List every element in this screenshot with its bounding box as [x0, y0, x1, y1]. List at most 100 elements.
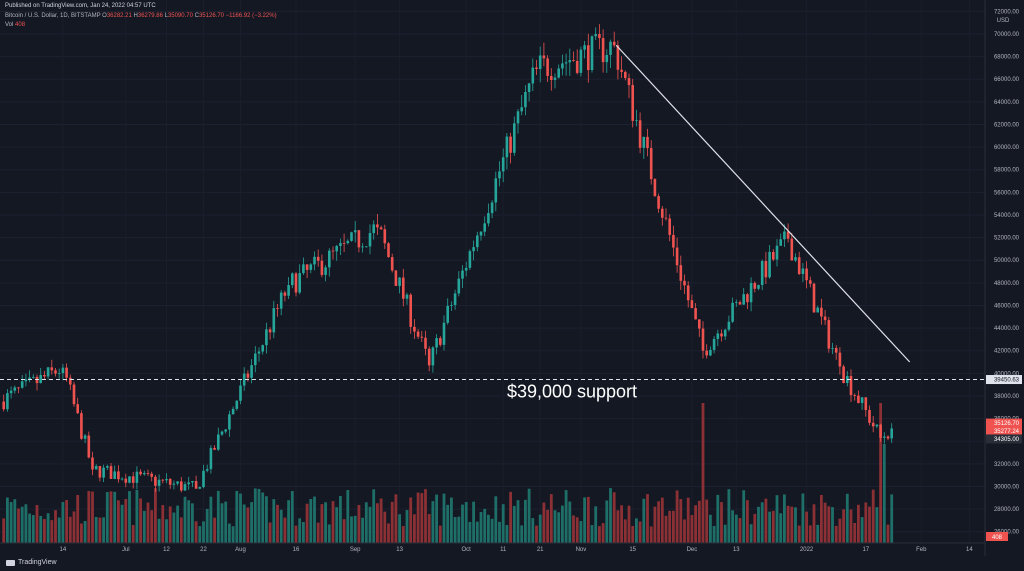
- candle-body: [372, 224, 375, 234]
- volume-bar: [583, 497, 586, 543]
- candle-body: [309, 264, 313, 270]
- candle-body: [150, 473, 153, 477]
- candle-body: [616, 45, 620, 70]
- volume-bar: [472, 501, 475, 543]
- candle-body: [768, 251, 771, 278]
- candle-body: [6, 393, 9, 410]
- symbol-name[interactable]: Bitcoin / U.S. Dollar, 1D, BITSTAMP: [5, 13, 101, 19]
- volume-bar: [139, 498, 142, 543]
- volume-bar: [638, 521, 642, 543]
- candle-body: [361, 246, 364, 248]
- volume-bar: [738, 518, 742, 543]
- volume-bar: [43, 519, 46, 543]
- y-tick-label: 28000.00: [994, 507, 1020, 513]
- volume-bar: [805, 511, 808, 543]
- candle-body: [32, 376, 35, 378]
- candle-body: [91, 457, 94, 470]
- candle-body: [686, 285, 690, 301]
- volume-bar: [742, 490, 746, 543]
- y-tick-label: 66000.00: [994, 77, 1020, 83]
- candle-body: [172, 483, 176, 485]
- volume-bar: [57, 517, 61, 543]
- volume-bar: [46, 513, 50, 543]
- volume-bar: [324, 502, 327, 543]
- volume-bar: [775, 495, 779, 543]
- candle-body: [279, 292, 283, 309]
- candle-body: [501, 157, 505, 172]
- volume-bar: [868, 506, 871, 543]
- x-tick-label: 13: [396, 547, 403, 553]
- volume-bar: [561, 505, 564, 543]
- volume-bar: [879, 403, 882, 543]
- volume-bar: [642, 498, 646, 543]
- volume-bar: [24, 504, 28, 543]
- volume-bar: [549, 494, 553, 543]
- volume-bar: [287, 500, 290, 543]
- candle-body: [450, 305, 453, 306]
- candle-body: [498, 171, 501, 179]
- candle-body: [538, 55, 542, 70]
- candle-body: [646, 136, 649, 149]
- volume-bar: [579, 521, 583, 543]
- candle-body: [790, 238, 794, 261]
- volume-bar: [783, 494, 786, 543]
- candles: [2, 24, 893, 493]
- volume-bar: [627, 505, 631, 543]
- x-tick-label: Sep: [350, 547, 361, 553]
- volume-bar: [683, 519, 686, 543]
- candle-body: [631, 85, 634, 121]
- volume-bar: [257, 488, 261, 543]
- candle-body: [72, 384, 76, 405]
- candle-body: [779, 239, 782, 246]
- candle-body: [109, 466, 113, 479]
- low-price-tag: 34305.00: [994, 437, 1020, 443]
- volume-bar: [401, 526, 405, 543]
- volume-bar: [834, 525, 838, 543]
- candle-body: [461, 270, 464, 279]
- volume-bars: [2, 403, 894, 543]
- volume-bar: [105, 492, 109, 543]
- candle-body: [183, 484, 187, 491]
- low-label: L: [164, 13, 168, 19]
- candle-body: [235, 400, 239, 409]
- tradingview-brand[interactable]: TradingView: [6, 559, 57, 566]
- candle-body: [231, 408, 235, 415]
- volume-bar: [864, 502, 868, 543]
- volume-bar: [302, 522, 305, 543]
- volume-bar: [487, 514, 490, 543]
- change-value: −1166.92 (−3.22%): [225, 13, 277, 19]
- candle-body: [527, 83, 531, 92]
- volume-tag: 408: [992, 535, 1003, 541]
- x-tick-label: 13: [733, 547, 740, 553]
- volume-bar: [83, 520, 87, 543]
- candle-body: [860, 397, 864, 403]
- volume-bar: [727, 489, 731, 543]
- y-tick-label: 38000.00: [994, 394, 1020, 400]
- candle-body: [723, 329, 727, 337]
- published-note: Published on TradingView.com, Jan 24, 20…: [5, 3, 156, 9]
- candle-body: [442, 322, 446, 345]
- volume-bar: [154, 488, 157, 543]
- volume-bar: [620, 505, 623, 543]
- candle-body: [742, 294, 745, 305]
- volume-bar: [616, 510, 620, 543]
- candle-body: [476, 235, 479, 248]
- volume-bar: [475, 521, 479, 543]
- candle-body: [764, 261, 768, 278]
- candle-body: [464, 267, 468, 271]
- y-tick-label: 68000.00: [994, 55, 1020, 61]
- volume-bar: [50, 520, 54, 543]
- volume-bar: [849, 509, 853, 543]
- volume-bar: [886, 524, 890, 543]
- candle-body: [805, 268, 808, 281]
- candle-body: [690, 300, 694, 309]
- candle-body: [871, 422, 875, 427]
- candle-body: [661, 208, 664, 218]
- volume-bar: [161, 505, 165, 543]
- volume-bar: [205, 508, 209, 543]
- volume-bar: [176, 505, 179, 543]
- y-tick-label: 32000.00: [994, 462, 1020, 468]
- candle-body: [635, 120, 638, 122]
- volume-bar: [479, 512, 483, 543]
